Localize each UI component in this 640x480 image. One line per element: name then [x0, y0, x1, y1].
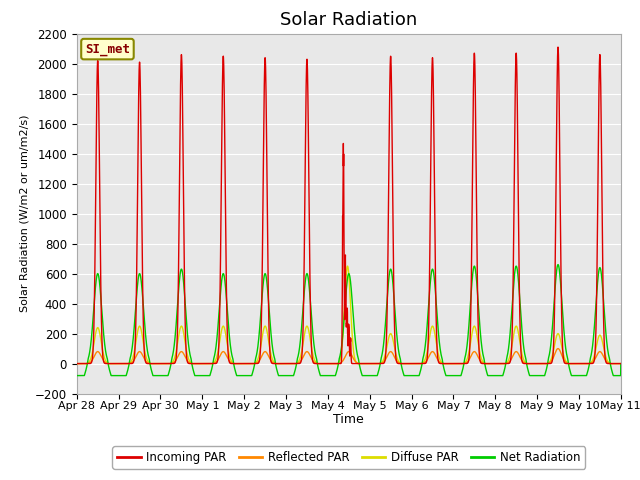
Text: SI_met: SI_met — [85, 43, 130, 56]
Y-axis label: Solar Radiation (W/m2 or um/m2/s): Solar Radiation (W/m2 or um/m2/s) — [19, 115, 29, 312]
Title: Solar Radiation: Solar Radiation — [280, 11, 417, 29]
Legend: Incoming PAR, Reflected PAR, Diffuse PAR, Net Radiation: Incoming PAR, Reflected PAR, Diffuse PAR… — [112, 446, 586, 469]
X-axis label: Time: Time — [333, 413, 364, 426]
